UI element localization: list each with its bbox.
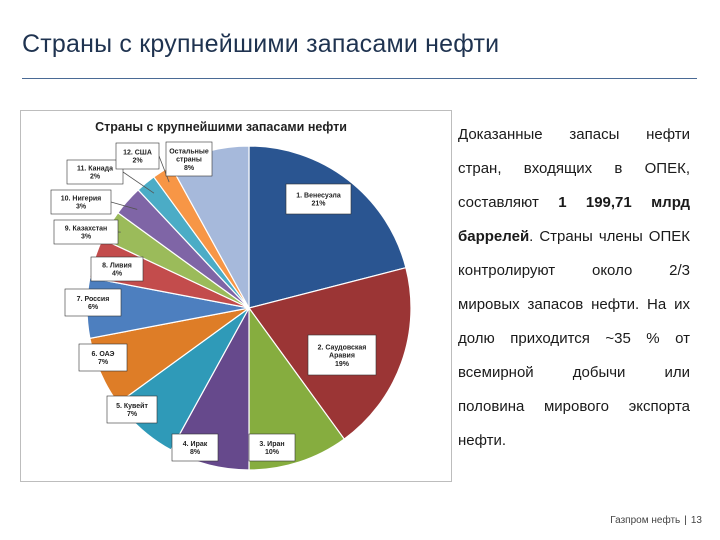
slice-label-5-line-2: 7% [127,411,138,418]
slice-label-8-line-1: 8. Ливия [102,263,132,270]
slice-label-12-line-1: 12. США [123,150,152,157]
pie-chart-frame: Страны с крупнейшими запасами нефти 1. В… [20,110,452,482]
slice-label-13-line-3: 8% [184,165,195,172]
slice-label-10-line-2: 3% [76,204,87,211]
callout-box-5 [106,395,158,424]
callout-box-11 [66,159,124,185]
slice-label-11-line-2: 2% [90,174,101,181]
slice-label-8-line-2: 4% [112,271,123,278]
slice-label-3-line-2: 10% [265,449,280,456]
slice-label-9-line-2: 3% [81,234,92,241]
slide-title: Страны с крупнейшими запасами нефти [22,30,500,58]
chart-title: Страны с крупнейшими запасами нефти [95,120,347,134]
callout-box-8 [90,256,144,282]
title-divider [22,78,697,79]
callout-box-7 [64,288,122,317]
callout-box-3 [248,433,296,462]
footer-company: Газпром нефть [610,515,681,526]
slice-label-2-line-1: 2. Саудовская [318,344,367,351]
slice-label-11-line-1: 11. Канада [77,166,113,173]
pie-slice-3 [248,306,346,471]
callout-box-9 [53,219,119,245]
slice-label-6-line-1: 6. ОАЭ [92,351,115,358]
slice-label-6-line-2: 7% [98,359,109,366]
slice-label-1-line-1: 1. Венесуэла [296,193,341,200]
callout-leader-12 [158,155,170,183]
description-part-1: Доказанные запасы нефти стран, входящих … [458,126,690,211]
callout-box-2 [307,334,377,376]
pie-chart: Страны с крупнейшими запасами нефти 1. В… [50,120,412,471]
slice-label-7-line-1: 7. Россия [77,296,110,303]
slice-label-13-line-1: Остальные [169,148,209,155]
slice-label-1-line-2: 21% [311,201,326,208]
slice-label-4-line-1: 4. Ирак [183,441,208,448]
slice-label-2-line-3: 19% [335,361,350,368]
slice-label-2-line-2: Аравия [329,353,355,360]
slice-label-10-line-1: 10. Нигерия [61,196,102,203]
callout-box-10 [50,189,112,215]
description-part-2: . Страны члены ОПЕК контролируют около 2… [458,228,690,449]
callout-box-13 [165,141,213,177]
slice-label-12-line-2: 2% [132,158,143,165]
footer: Газпром нефть | 13 [610,515,702,526]
slice-label-5-line-1: 5. Кувейт [116,402,148,410]
callout-box-12 [115,142,160,170]
slice-label-13-line-2: страны [176,157,202,164]
callout-leader-11 [122,171,155,194]
slice-label-3-line-1: 3. Иран [259,441,284,448]
description-text: Доказанные запасы нефти стран, входящих … [458,118,690,458]
description-highlight: 1 199,71 млрд баррелей [458,194,691,245]
slice-label-4-line-2: 8% [190,449,201,456]
callout-leader-10 [110,201,138,210]
callout-box-6 [78,343,128,372]
slice-label-7-line-2: 6% [88,304,99,311]
page-number: 13 [690,515,702,526]
slice-label-9-line-1: 9. Казахстан [65,226,108,233]
footer-separator: | [684,515,687,526]
callout-box-1 [285,183,352,215]
callout-box-4 [171,433,219,462]
